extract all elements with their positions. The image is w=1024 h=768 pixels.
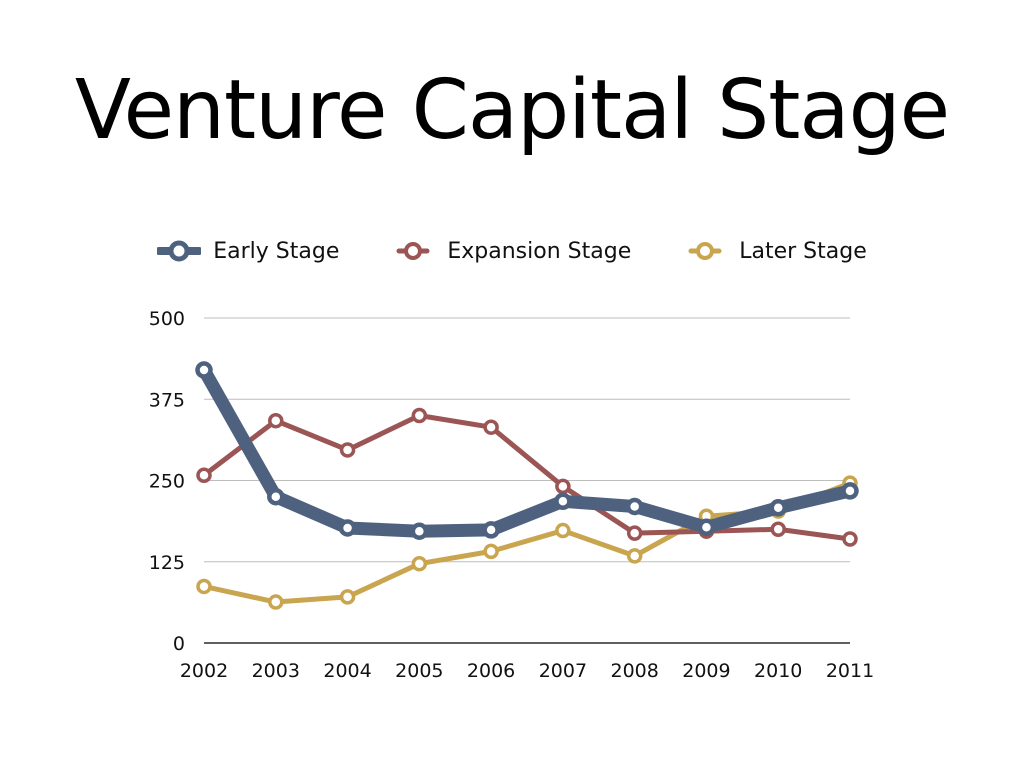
x-tick-label: 2004 xyxy=(323,660,371,682)
data-point-later-stage xyxy=(626,548,643,564)
legend-label-early-stage: Early Stage xyxy=(213,238,340,264)
legend-item-later-stage: Later Stage xyxy=(683,238,867,264)
chart-legend: Early Stage Expansion Stage Later Stage xyxy=(0,238,1024,264)
y-tick-label: 0 xyxy=(173,633,185,655)
legend-label-expansion-stage: Expansion Stage xyxy=(447,238,632,264)
data-point-early-stage xyxy=(625,497,644,516)
x-tick-label: 2009 xyxy=(682,660,730,682)
series-line-early-stage xyxy=(197,363,857,538)
y-tick-label: 500 xyxy=(149,308,185,330)
x-tick-label: 2011 xyxy=(826,660,874,682)
series-line-expansion-stage xyxy=(201,413,853,542)
data-point-later-stage xyxy=(483,543,499,560)
data-point-later-stage xyxy=(339,589,356,605)
data-point-later-stage xyxy=(268,594,284,610)
data-point-expansion-stage xyxy=(626,525,643,541)
data-point-expansion-stage xyxy=(411,407,428,424)
x-tick-label: 2010 xyxy=(754,660,802,682)
data-point-expansion-stage xyxy=(196,467,212,484)
x-tick-label: 2005 xyxy=(395,660,443,682)
y-tick-label: 125 xyxy=(149,552,185,574)
y-tick-label: 250 xyxy=(149,471,185,493)
legend-label-later-stage: Later Stage xyxy=(739,238,867,264)
data-point-expansion-stage xyxy=(339,442,356,458)
slide-title: Venture Capital Stage xyxy=(74,63,950,158)
series-later-stage xyxy=(196,475,858,610)
data-point-later-stage xyxy=(196,578,212,595)
legend-marker-later-stage xyxy=(688,242,722,260)
data-point-later-stage xyxy=(555,522,571,539)
legend-marker-expansion-stage xyxy=(396,242,430,260)
data-point-early-stage xyxy=(697,518,716,537)
data-point-expansion-stage xyxy=(483,419,499,435)
series-expansion-stage xyxy=(196,407,858,547)
x-tick-label: 2003 xyxy=(252,660,300,682)
data-point-expansion-stage xyxy=(555,478,571,495)
data-point-early-stage xyxy=(841,482,859,500)
data-point-early-stage xyxy=(195,361,213,379)
series-early-stage xyxy=(195,361,859,540)
y-tick-label: 375 xyxy=(149,389,185,411)
data-point-expansion-stage xyxy=(842,531,858,547)
data-point-expansion-stage xyxy=(770,521,786,537)
x-tick-label: 2002 xyxy=(180,660,228,682)
data-point-early-stage xyxy=(769,499,787,517)
data-point-later-stage xyxy=(411,555,428,572)
data-point-early-stage xyxy=(410,522,429,540)
data-point-early-stage xyxy=(338,519,357,537)
data-point-early-stage xyxy=(267,488,285,506)
legend-item-early-stage: Early Stage xyxy=(157,238,339,264)
x-tick-label: 2008 xyxy=(610,660,658,682)
x-tick-label: 2006 xyxy=(467,660,515,682)
x-tick-label: 2007 xyxy=(539,660,587,682)
legend-marker-early-stage xyxy=(157,240,202,262)
data-point-early-stage xyxy=(554,492,572,511)
data-point-expansion-stage xyxy=(268,412,284,429)
data-point-early-stage xyxy=(482,521,500,539)
legend-item-expansion-stage: Expansion Stage xyxy=(391,238,631,264)
